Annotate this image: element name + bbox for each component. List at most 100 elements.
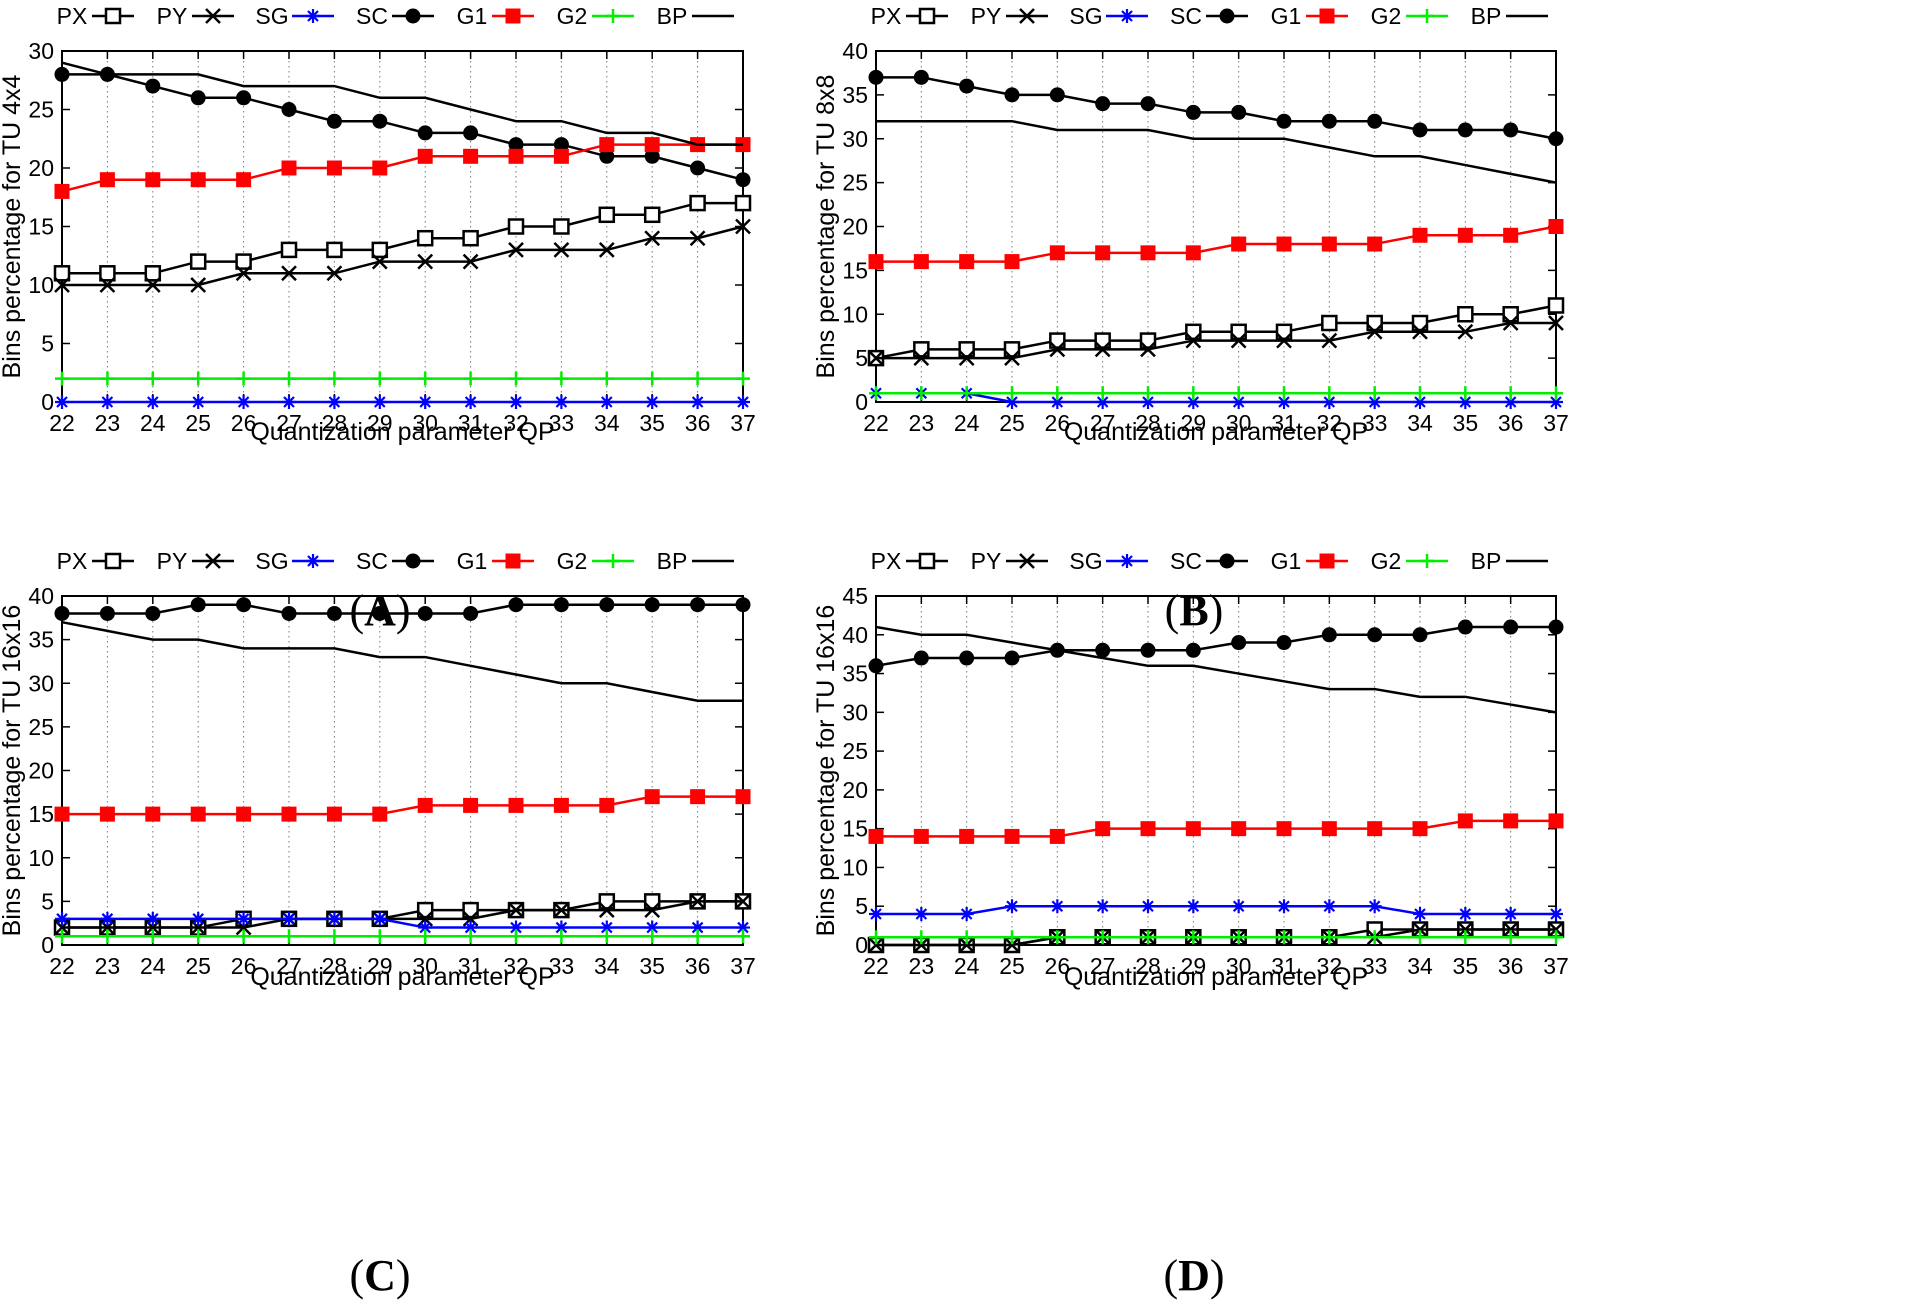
data-point-sg <box>1095 899 1110 914</box>
data-point-px <box>1003 341 1021 358</box>
x-tick-label: 24 <box>140 953 166 979</box>
data-point-g2 <box>372 371 387 386</box>
series-g1 <box>868 219 1564 270</box>
data-point-g1 <box>372 160 388 176</box>
data-point-sc <box>959 650 975 666</box>
x-tick-label: 28 <box>322 410 348 436</box>
series-line-g1 <box>876 819 1556 838</box>
data-point-sg <box>327 395 342 409</box>
data-point-sg <box>1050 899 1065 914</box>
data-point-sc <box>145 78 161 94</box>
data-point-g2 <box>509 929 523 944</box>
legend-label: BP <box>1471 548 1502 574</box>
data-point-sg <box>736 395 750 409</box>
y-tick-label: 40 <box>28 583 54 609</box>
data-point-sg <box>1322 899 1337 914</box>
data-point-sg <box>1458 395 1473 409</box>
data-point-g1 <box>99 806 115 822</box>
data-point-g2 <box>645 929 660 944</box>
x-tick-label: 26 <box>1045 953 1071 979</box>
data-point-px <box>643 206 661 224</box>
data-point-py <box>553 242 570 258</box>
data-point-g2 <box>418 929 433 944</box>
data-point-g1 <box>1412 821 1428 837</box>
x-tick-label: 37 <box>1543 410 1569 436</box>
data-point-sc <box>1049 87 1065 103</box>
data-point-g1 <box>644 137 660 153</box>
data-point-g1 <box>1321 821 1337 837</box>
data-point-g2 <box>282 371 296 386</box>
x-tick-label: 28 <box>1135 953 1161 979</box>
data-point-sc <box>1185 104 1201 120</box>
data-point-py <box>913 937 930 953</box>
data-point-py <box>1004 350 1020 367</box>
data-point-sg <box>463 920 478 935</box>
data-point-g2 <box>1005 386 1019 401</box>
data-point-py <box>1502 921 1519 938</box>
legend-marker <box>306 9 320 23</box>
data-point-sc <box>599 148 615 164</box>
data-point-g1 <box>599 797 615 813</box>
data-point-sc <box>1321 113 1337 129</box>
data-point-py <box>371 253 388 270</box>
data-point-g2 <box>1141 386 1155 401</box>
data-point-g2 <box>1549 930 1563 945</box>
data-point-sc <box>1367 627 1383 643</box>
data-point-sc <box>1231 635 1247 651</box>
legend-label: SC <box>356 3 388 29</box>
data-point-px <box>1185 323 1202 341</box>
data-point-g1 <box>1004 254 1020 270</box>
data-point-py <box>1366 323 1383 340</box>
y-tick-label: 10 <box>28 272 54 298</box>
data-point-sg <box>372 395 387 409</box>
caption-close: ) <box>396 1251 411 1300</box>
data-point-sc <box>145 605 161 621</box>
data-point-g1 <box>463 148 479 164</box>
x-tick-label: 33 <box>1362 953 1388 979</box>
data-point-sg <box>418 395 433 409</box>
data-point-px <box>1366 314 1383 332</box>
data-point-g2 <box>554 929 569 944</box>
x-tick-label: 27 <box>1090 410 1116 436</box>
data-point-g2 <box>959 386 974 401</box>
data-point-px <box>462 229 479 247</box>
data-point-g1 <box>1231 236 1247 252</box>
data-point-sg <box>1413 395 1427 409</box>
data-point-py <box>958 937 975 953</box>
data-point-sg <box>1503 395 1518 409</box>
data-point-sg <box>1231 395 1246 409</box>
caption-open: ( <box>1163 1251 1178 1300</box>
data-point-sg <box>191 911 206 926</box>
data-point-px <box>144 265 162 282</box>
data-point-g2 <box>1005 930 1019 945</box>
data-point-sg <box>690 920 705 935</box>
data-point-g2 <box>100 371 115 386</box>
legend-label: BP <box>657 3 688 29</box>
x-axis-label: Quantization parameter QP <box>250 963 554 991</box>
series-g1 <box>868 813 1564 844</box>
series-line-px <box>875 304 1557 360</box>
x-tick-label: 23 <box>909 953 935 979</box>
data-point-py <box>1321 332 1338 349</box>
x-tick-label: 28 <box>1135 410 1161 436</box>
data-point-px <box>235 253 252 270</box>
legend-label: PY <box>971 548 1002 574</box>
data-point-g2 <box>1367 386 1382 401</box>
data-point-sg <box>1186 395 1201 409</box>
legend-marker <box>205 8 221 24</box>
caption-close: ) <box>1209 586 1224 635</box>
y-tick-label: 15 <box>842 816 868 842</box>
data-point-px <box>1139 332 1157 349</box>
data-point-sg <box>191 395 206 409</box>
data-point-g1 <box>959 254 975 270</box>
x-tick-label: 36 <box>1498 953 1524 979</box>
data-point-px <box>1094 332 1111 349</box>
data-point-sc <box>1503 122 1519 138</box>
series-sc <box>54 66 751 188</box>
data-point-sc <box>1231 104 1247 120</box>
data-point-sg <box>1549 906 1563 921</box>
x-tick-label: 31 <box>458 953 484 979</box>
data-point-g1 <box>1367 821 1383 837</box>
data-point-sg <box>282 395 296 409</box>
data-point-sc <box>190 597 206 613</box>
